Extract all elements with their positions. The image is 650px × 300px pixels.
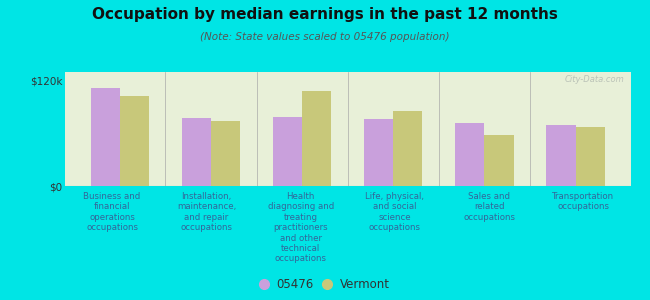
Text: (Note: State values scaled to 05476 population): (Note: State values scaled to 05476 popu…: [200, 32, 450, 41]
Text: Sales and
related
occupations: Sales and related occupations: [463, 192, 515, 222]
Legend: 05476, Vermont: 05476, Vermont: [257, 274, 393, 294]
Bar: [484, 135, 514, 186]
Bar: [455, 123, 484, 186]
Text: Life, physical,
and social
science
occupations: Life, physical, and social science occup…: [365, 192, 424, 232]
Bar: [393, 111, 422, 186]
Bar: [302, 91, 332, 186]
Bar: [364, 119, 393, 186]
Text: Transportation
occupations: Transportation occupations: [552, 192, 614, 212]
Text: Occupation by median earnings in the past 12 months: Occupation by median earnings in the pas…: [92, 8, 558, 22]
Text: Installation,
maintenance,
and repair
occupations: Installation, maintenance, and repair oc…: [177, 192, 236, 232]
Bar: [273, 117, 302, 186]
Bar: [91, 88, 120, 186]
Text: Business and
financial
operations
occupations: Business and financial operations occupa…: [83, 192, 141, 232]
Bar: [547, 124, 576, 186]
Text: City-Data.com: City-Data.com: [565, 75, 625, 84]
Text: Health
diagnosing and
treating
practitioners
and other
technical
occupations: Health diagnosing and treating practitio…: [268, 192, 333, 263]
Bar: [182, 118, 211, 186]
Bar: [211, 121, 240, 186]
Bar: [576, 127, 604, 186]
Bar: [120, 96, 149, 186]
